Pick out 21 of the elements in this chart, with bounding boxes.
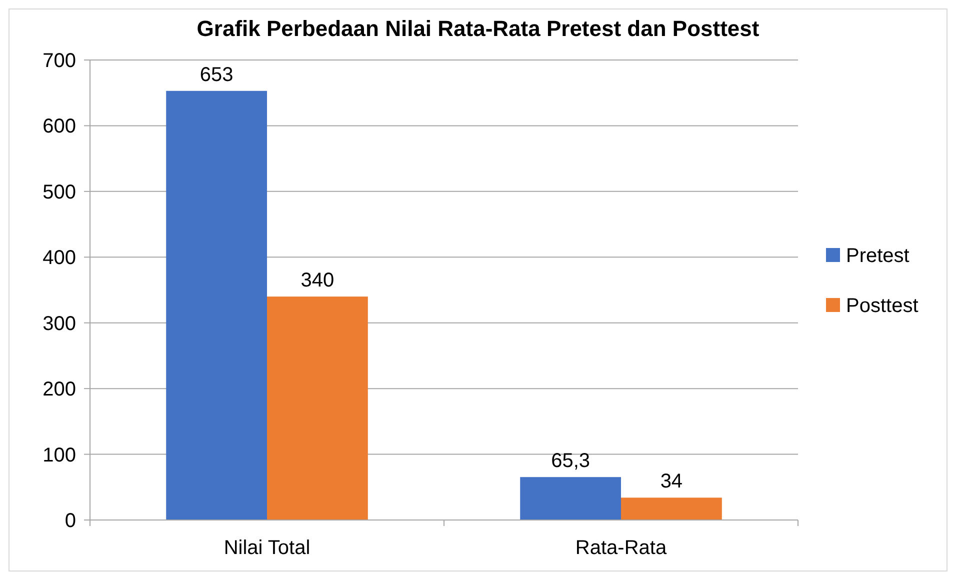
y-tick-label: 100: [42, 444, 76, 466]
text: 34: [660, 470, 683, 493]
x-tick-label: Rata-Rata: [575, 537, 668, 559]
y-tick-label: 400: [42, 247, 76, 270]
bar: [621, 498, 722, 520]
y-tick-label: 0: [64, 510, 76, 532]
bar: [166, 90, 267, 520]
y-tick-label: 300: [42, 312, 76, 335]
text: 340: [300, 270, 334, 292]
y-tick-label: 600: [42, 116, 76, 138]
legend-label: Posttest: [846, 295, 919, 317]
y-tick-label: 700: [42, 50, 76, 72]
text: 653: [200, 64, 234, 86]
y-tick-label: 200: [42, 378, 76, 401]
legend-label: Pretest: [846, 245, 910, 267]
bar: [267, 296, 368, 520]
bar: [520, 477, 621, 520]
y-tick-label: 500: [42, 181, 76, 204]
text: 65,3: [551, 450, 590, 472]
x-tick-label: Nilai Total: [224, 537, 310, 559]
chart-title: Grafik Perbedaan Nilai Rata-Rata Pretest dan Posttest: [196, 16, 760, 41]
